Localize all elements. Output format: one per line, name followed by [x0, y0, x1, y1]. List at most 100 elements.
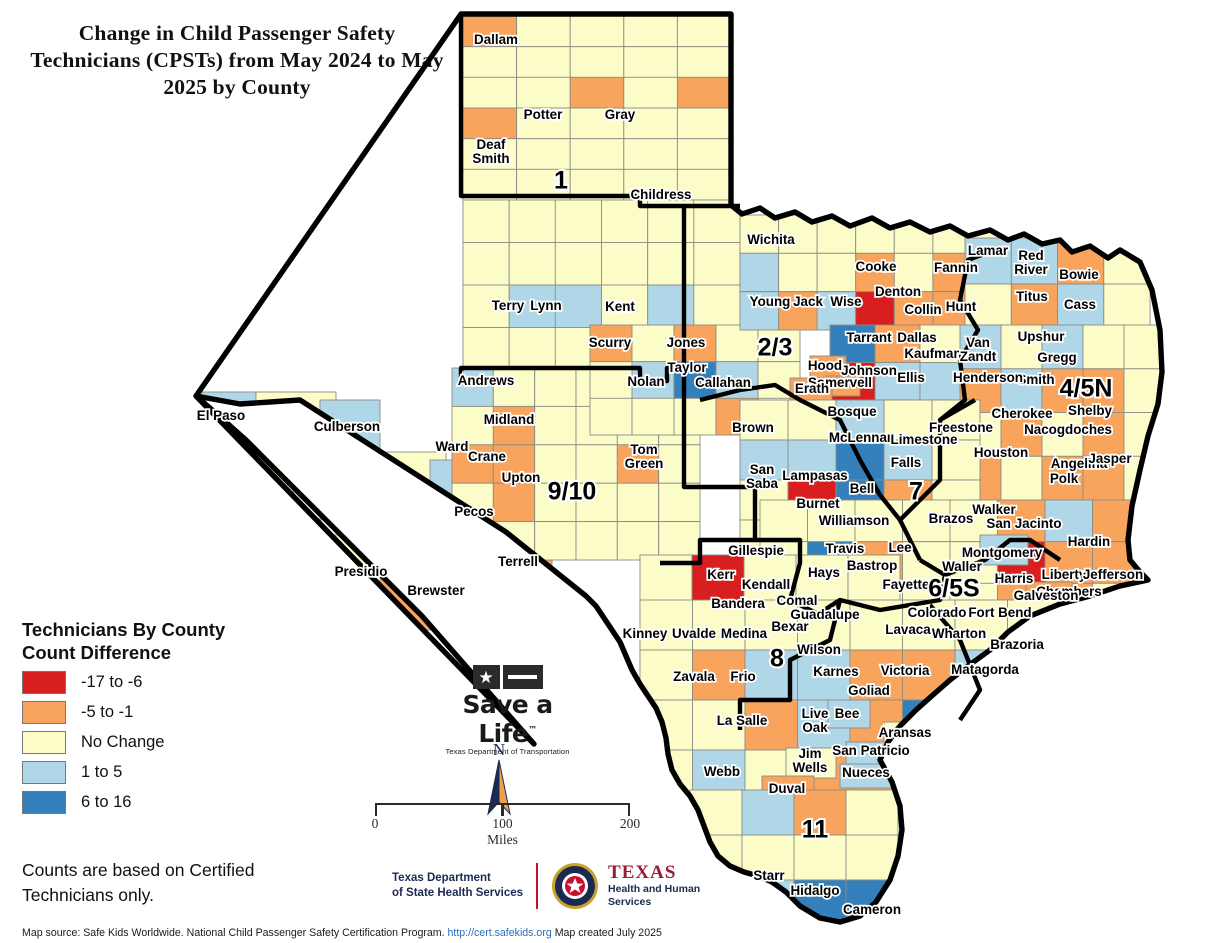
legend-note: Counts are based on Certified Technician… — [22, 860, 255, 905]
county-cell[interactable] — [676, 107, 732, 140]
county-cell[interactable] — [954, 749, 1008, 801]
county-label-el-paso: El Paso — [197, 409, 246, 424]
county-potter[interactable] — [569, 76, 625, 109]
county-starr[interactable] — [741, 879, 795, 925]
county-cell[interactable] — [516, 46, 571, 78]
county-upton[interactable] — [492, 482, 536, 523]
county-cell[interactable] — [462, 327, 510, 371]
county-label-bowie: Bowie — [1059, 268, 1099, 283]
county-cell[interactable] — [623, 76, 678, 109]
county-label-bell: Bell — [850, 482, 875, 497]
county-matagorda[interactable] — [954, 699, 1008, 751]
county-label-webb: Webb — [704, 765, 740, 780]
county-cell[interactable] — [516, 138, 571, 170]
county-cell[interactable] — [534, 405, 577, 446]
county-cell[interactable] — [658, 482, 701, 523]
county-cell[interactable] — [676, 15, 732, 48]
county-cell[interactable] — [893, 214, 934, 254]
county-label-colorado: Colorado — [908, 606, 967, 621]
county-cell[interactable] — [589, 397, 633, 436]
hhs-wordmark: TEXAS Health and Human Services — [608, 863, 700, 909]
county-cell[interactable] — [462, 199, 510, 243]
county-cell[interactable] — [575, 521, 618, 561]
county-wichita[interactable] — [739, 252, 780, 293]
county-label-ward: Ward — [436, 440, 469, 455]
county-cell[interactable] — [554, 242, 602, 286]
county-gray[interactable] — [676, 76, 732, 109]
county-cell[interactable] — [451, 521, 494, 561]
county-cell[interactable] — [462, 242, 510, 286]
county-cell[interactable] — [462, 76, 518, 109]
legend-label: -5 to -1 — [81, 703, 134, 721]
county-cell[interactable] — [693, 242, 741, 286]
county-label-terrell: Terrell — [498, 555, 538, 570]
source-link[interactable]: http://cert.safekids.org — [447, 927, 552, 939]
county-label-kendall: Kendall — [742, 578, 791, 593]
county-label-jasper: Jasper — [1088, 452, 1131, 467]
county-cell[interactable] — [601, 242, 649, 286]
state-outline — [193, 11, 1165, 925]
county-cell[interactable] — [616, 482, 660, 523]
county-deaf-smith[interactable] — [462, 107, 518, 140]
county-cell[interactable] — [534, 521, 577, 561]
legend-item: 6 to 16 — [22, 791, 322, 814]
county-cell[interactable] — [623, 46, 678, 78]
county-cell[interactable] — [1103, 237, 1151, 285]
county-cell[interactable] — [693, 284, 741, 328]
county-cell[interactable] — [647, 242, 695, 286]
county-cell[interactable] — [845, 789, 899, 836]
county-cell[interactable] — [676, 46, 732, 78]
county-cell[interactable] — [1007, 749, 1061, 801]
county-cell[interactable] — [676, 138, 732, 170]
county-cell[interactable] — [897, 834, 951, 881]
county-goliad[interactable] — [902, 749, 956, 801]
county-cell[interactable] — [715, 324, 759, 363]
county-cell[interactable] — [658, 444, 701, 484]
county-cell[interactable] — [569, 138, 625, 170]
county-cell[interactable] — [508, 242, 556, 286]
county-cell[interactable] — [534, 367, 577, 407]
county-label-san-patricio: San Patricio — [832, 744, 910, 759]
county-presidio[interactable] — [379, 519, 491, 631]
county-cell[interactable] — [508, 327, 556, 371]
county-cell[interactable] — [623, 138, 678, 170]
county-cell[interactable] — [516, 76, 571, 109]
county-cell[interactable] — [673, 397, 717, 436]
county-cell[interactable] — [639, 599, 693, 651]
county-label-pecos: Pecos — [454, 505, 494, 520]
county-label-upton: Upton — [502, 471, 541, 486]
county-cell[interactable] — [1007, 699, 1061, 751]
county-cell[interactable] — [616, 521, 660, 561]
hhs-line1: Health and Human — [608, 883, 701, 895]
county-lynn[interactable] — [554, 284, 602, 328]
county-cell[interactable] — [569, 46, 625, 78]
county-cell[interactable] — [1103, 283, 1151, 331]
county-kent[interactable] — [647, 284, 695, 328]
county-cell[interactable] — [897, 879, 951, 925]
dshs-wordmark: Texas Department of State Health Service… — [392, 871, 523, 901]
county-webb[interactable] — [741, 789, 795, 836]
county-cell[interactable] — [516, 15, 571, 48]
county-cell[interactable] — [778, 252, 818, 293]
county-cell[interactable] — [658, 521, 701, 561]
county-cell[interactable] — [462, 46, 518, 78]
county-cell[interactable] — [1082, 324, 1125, 370]
county-label-san-jacinto: San Jacinto — [986, 517, 1061, 532]
county-cell[interactable] — [554, 199, 602, 243]
county-cell[interactable] — [816, 252, 857, 293]
county-cell[interactable] — [623, 15, 678, 48]
county-label-limestone: Limestone — [891, 433, 958, 448]
county-cell[interactable] — [897, 789, 951, 836]
county-label-comal: Comal — [777, 594, 818, 609]
region-label-2-3: 2/3 — [758, 334, 793, 363]
county-cell[interactable] — [508, 199, 556, 243]
county-label-frio: Frio — [730, 670, 756, 685]
scale-tick-label: 100 — [492, 816, 513, 831]
county-cell[interactable] — [631, 397, 675, 436]
county-label-starr: Starr — [753, 869, 785, 884]
county-label-walker: Walker — [972, 503, 1016, 518]
county-cell[interactable] — [1000, 455, 1043, 501]
county-cell[interactable] — [569, 15, 625, 48]
